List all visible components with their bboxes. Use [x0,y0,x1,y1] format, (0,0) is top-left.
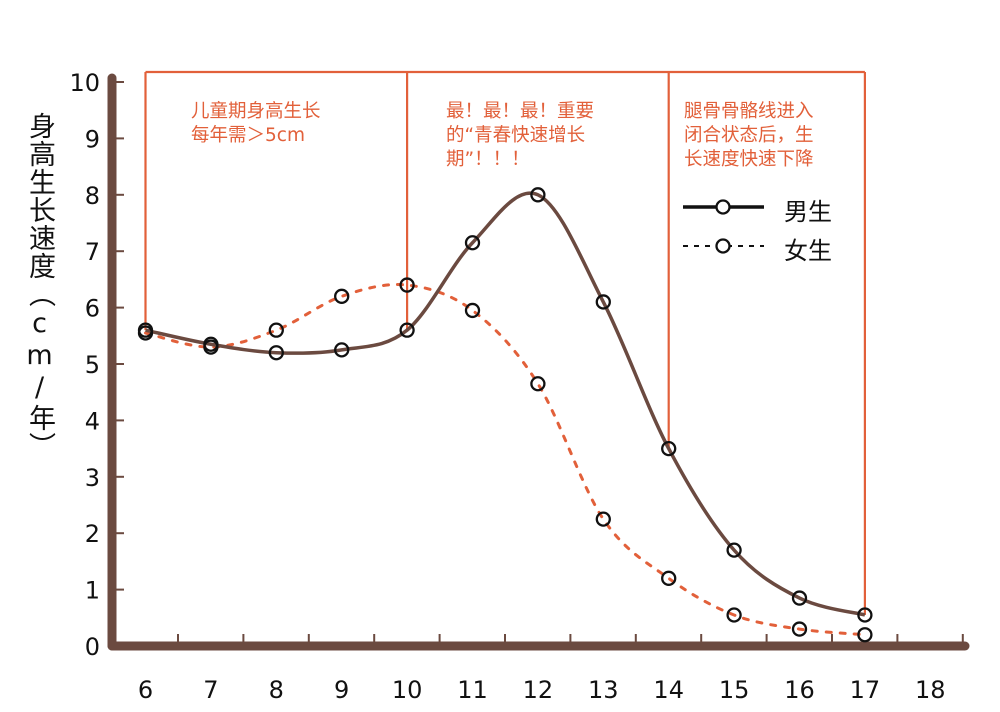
marker-girls [661,570,677,586]
marker-girls [791,621,808,637]
y-tick-label: 3 [85,464,100,492]
legend-label-girls: 女生 [784,237,832,265]
marker-boys [791,590,808,606]
x-tick-label: 8 [269,676,284,704]
marker-girls [726,607,742,623]
series-line-girls [144,283,867,637]
annotation-childhood: 儿童期身高生长 每年需＞5cm [191,101,321,146]
y-tick-label: 1 [85,577,100,605]
x-tick-label: 16 [784,676,815,704]
marker-girls [530,376,546,392]
annotation-puberty: 最！最！最！重要 的“青春快速增长 期”！！！ [446,101,595,170]
marker-boys [661,440,677,457]
legend-marker-girls [715,238,731,254]
marker-boys [530,187,546,203]
annotation-regions [144,70,867,615]
marker-boys [268,345,284,361]
x-tick-label: 13 [588,676,619,704]
legend-marker-boys [715,199,731,215]
legend-swatches [683,199,764,254]
y-tick-label: 2 [85,520,100,548]
x-tick-label: 17 [850,676,881,704]
y-tick-label: 6 [85,295,100,323]
x-tick-label: 6 [138,676,153,704]
marker-girls [464,302,481,319]
x-tick-label: 7 [203,676,218,704]
y-tick-label: 9 [85,125,100,153]
y-tick-label: 8 [85,182,100,210]
data-series [137,187,873,643]
y-tick-label: 10 [69,69,100,97]
y-tick-label: 5 [85,351,100,379]
x-tick-label: 14 [653,676,684,704]
marker-boys [726,542,742,558]
x-tick-label: 10 [392,676,423,704]
marker-boys [857,607,873,623]
x-tick-label: 12 [523,676,554,704]
x-tick-label: 18 [915,676,946,704]
x-tick-label: 9 [334,676,349,704]
annotation-closure: 腿骨骨骼线进入 闭合状态后，生 长速度快速下降 [684,101,814,170]
marker-girls [334,288,350,304]
marker-boys [203,336,219,352]
marker-girls [399,277,415,293]
series-line-boys [145,191,866,617]
marker-boys [399,322,415,338]
legend-label-boys: 男生 [784,198,832,226]
marker-boys [137,322,154,338]
y-tick-label: 7 [85,238,100,266]
x-tick-label: 15 [719,676,750,704]
marker-boys [464,235,481,251]
x-tick-label: 11 [457,676,488,704]
y-tick-label: 4 [85,407,100,435]
marker-girls [857,627,873,643]
y-axis-label: 身高生长速度（cm/年） [24,112,55,460]
marker-girls [268,322,284,338]
marker-boys [334,342,350,358]
y-tick-label: 0 [85,633,100,661]
marker-boys [595,294,611,310]
marker-girls [595,511,611,527]
